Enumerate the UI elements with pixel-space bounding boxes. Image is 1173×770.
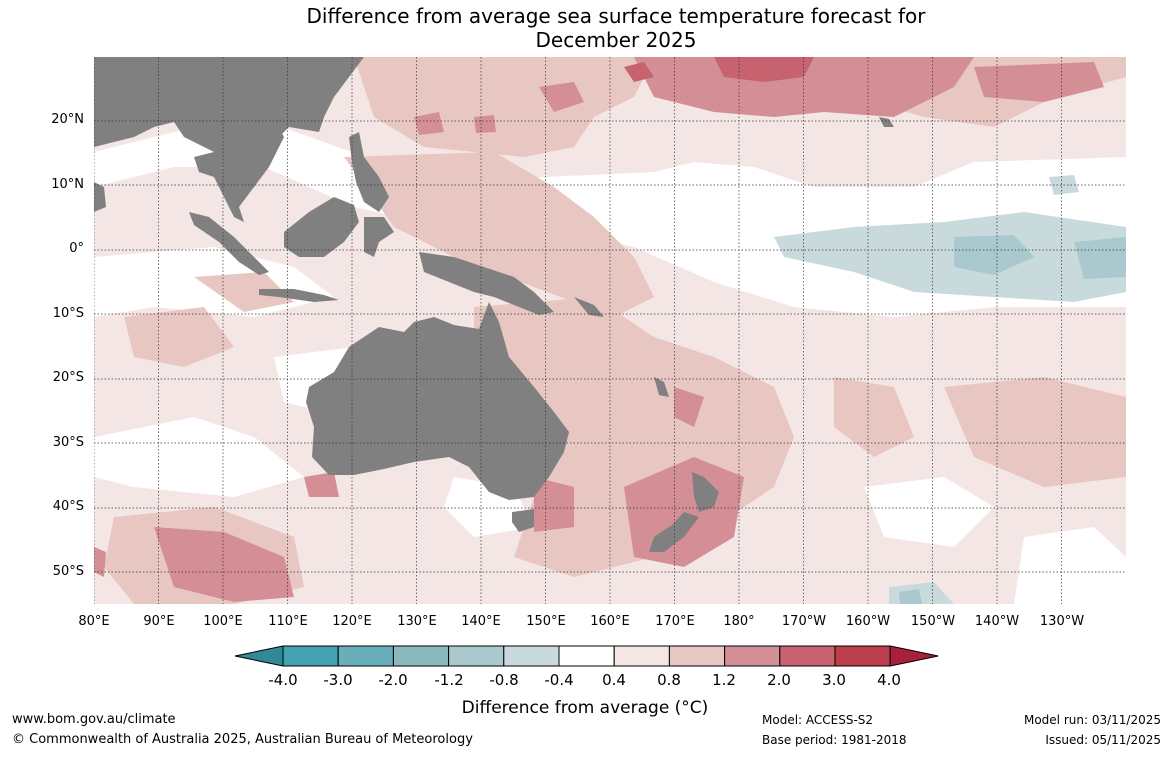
colorbar-segment [724,645,781,667]
colorbar-label-7: 0.4 [602,671,626,689]
lon-label-160w: 160°W [845,614,891,629]
lon-label-180: 180° [723,614,755,629]
colorbar-segment [448,645,505,667]
colorbar-label-4: -1.2 [434,671,464,689]
lat-label-0: 0° [69,241,84,256]
colorbar-label-9: 1.2 [712,671,736,689]
website-link[interactable]: www.bom.gov.au/climate [12,712,176,727]
lon-label-100e: 100°E [203,614,243,629]
colorbar-label-5: -0.8 [489,671,519,689]
lon-label-170w: 170°W [781,614,827,629]
lat-label-30s: 30°S [52,435,84,450]
title-line-1: Difference from average sea surface temp… [306,4,926,28]
model-name: Model: ACCESS-S2 [762,713,874,727]
lat-label-40s: 40°S [52,499,84,514]
sumatra [189,212,269,275]
lon-label-140e: 140°E [461,614,501,629]
colorbar-label-3: -2.0 [378,671,408,689]
new-guinea [419,252,554,315]
anomaly-light-blue [259,115,1126,604]
australia [306,302,569,500]
sst-anomaly-map [94,57,1126,604]
lat-label-20n: 20°N [51,112,84,127]
colorbar-label-1: -4.0 [268,671,298,689]
colorbar-segment [779,645,836,667]
lat-label-20s: 20°S [52,370,84,385]
base-period: Base period: 1981-2018 [762,733,907,747]
lon-label-140w: 140°W [974,614,1020,629]
hawaii [879,117,894,127]
sri-lanka [94,182,106,212]
colorbar-label-12: 4.0 [877,671,901,689]
title-line-2: December 2025 [535,28,697,52]
colorbar-segment [392,645,450,667]
chart-title: Difference from average sea surface temp… [0,4,1173,52]
colorbar-segment [558,645,615,667]
colorbar [234,645,939,667]
lon-label-110e: 110°E [268,614,308,629]
asia-landmass [94,57,364,187]
issued-date: Issued: 05/11/2025 [1045,733,1161,747]
java [259,289,339,302]
colorbar-label-11: 3.0 [822,671,846,689]
colorbar-label-10: 2.0 [767,671,791,689]
borneo [284,197,359,257]
colorbar-segment [834,645,891,667]
tasmania [512,509,534,532]
colorbar-extend-low [234,645,284,667]
colorbar-segment [503,645,560,667]
lon-label-90e: 90°E [143,614,175,629]
colorbar-label-8: 0.8 [657,671,681,689]
model-run-date: Model run: 03/11/2025 [1023,713,1161,727]
indochina-landmass [194,117,284,222]
lat-label-10n: 10°N [51,177,84,192]
sulawesi [364,217,394,257]
philippines [349,132,389,212]
lon-label-130e: 130°E [397,614,437,629]
grid-lines [94,57,1126,604]
solomon-islands [574,297,604,317]
lon-label-80e: 80°E [78,614,110,629]
lat-label-10s: 10°S [52,306,84,321]
colorbar-segment [613,645,670,667]
new-zealand-north [692,472,719,512]
colorbar-extend-high [889,645,939,667]
copyright-text: © Commonwealth of Australia 2025, Austra… [12,732,473,747]
lon-label-150e: 150°E [526,614,566,629]
colorbar-segment [668,645,726,667]
new-zealand-south [649,512,699,552]
lon-label-160e: 160°E [590,614,630,629]
lon-label-170e: 170°E [655,614,695,629]
colorbar-label-2: -3.0 [323,671,353,689]
anomaly-blue [899,235,1126,604]
colorbar-segment [337,645,394,667]
land-masses [94,57,894,552]
lon-label-150w: 150°W [910,614,956,629]
lon-label-120e: 120°E [332,614,372,629]
new-caledonia [654,377,669,397]
colorbar-title: Difference from average (°C) [461,698,709,718]
lat-label-50s: 50°S [52,564,84,579]
lon-label-130w: 130°W [1039,614,1085,629]
colorbar-label-6: -0.4 [544,671,574,689]
colorbar-segment [282,645,339,667]
